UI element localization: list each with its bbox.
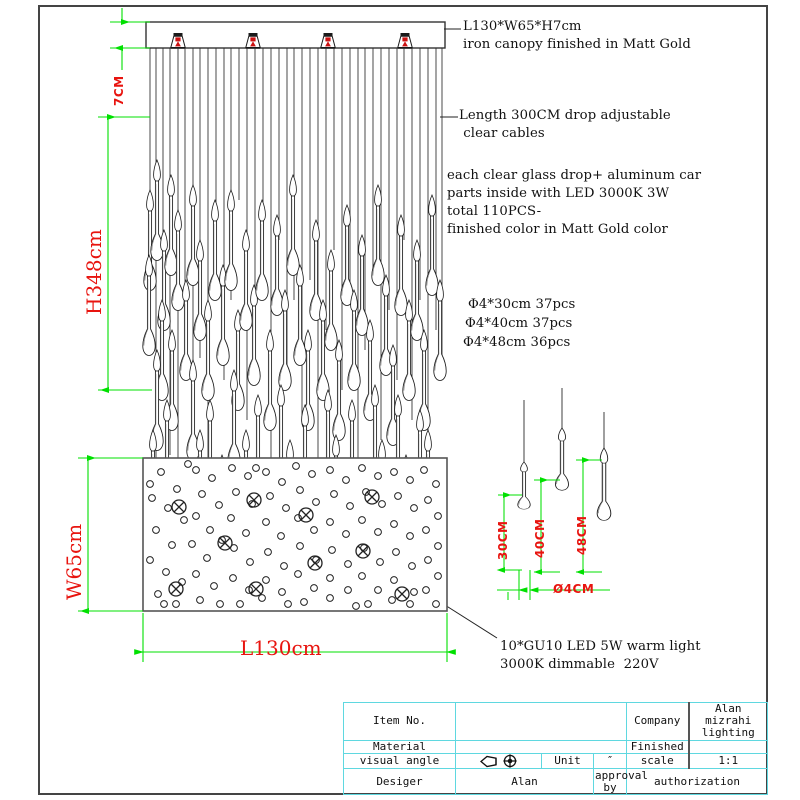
cell-unit-label: Unit bbox=[541, 753, 594, 770]
cell-material-value[interactable] bbox=[455, 739, 627, 755]
crosshair-circle-icon bbox=[503, 754, 517, 768]
note-drops-line3: total 110PCS- bbox=[447, 204, 542, 219]
note-gu10-line2: 3000K dimmable 220V bbox=[500, 657, 659, 672]
note-cables-line2: clear cables bbox=[459, 126, 545, 141]
cell-finished-value[interactable] bbox=[688, 739, 768, 755]
cell-approval-label: approval by bbox=[593, 768, 648, 795]
note-cables-line1: Length 300CM drop adjustable bbox=[459, 108, 671, 123]
note-drop-size-48: Φ4*48cm 36pcs bbox=[463, 335, 571, 350]
dim-label-drop-40: 40CM bbox=[533, 518, 547, 558]
cell-projection-symbol bbox=[455, 753, 542, 770]
dim-label-drop-30: 30CM bbox=[496, 520, 510, 560]
table-row: Material Finished bbox=[343, 739, 768, 755]
cell-visual-angle-label: visual angle bbox=[343, 753, 456, 770]
cell-item-no-value[interactable] bbox=[455, 702, 627, 741]
cell-company-label: Company bbox=[626, 702, 690, 741]
title-block-table: Item No. Company Alan mizrahi lighting M… bbox=[343, 702, 768, 795]
dim-label-plan-width: W65cm bbox=[62, 523, 86, 600]
note-canopy-line2: iron canopy finished in Matt Gold bbox=[463, 37, 691, 52]
cell-scale-value: 1:1 bbox=[688, 753, 768, 770]
cell-designer-value: Alan bbox=[455, 768, 594, 795]
cell-item-no-label: Item No. bbox=[343, 702, 456, 741]
table-row: visual angle bbox=[343, 753, 768, 770]
cell-scale-label: scale bbox=[626, 753, 690, 770]
dim-label-total-height: H348cm bbox=[82, 229, 106, 315]
cell-designer-label: Desiger bbox=[343, 768, 456, 795]
note-drops-line4: finished color in Matt Gold color bbox=[447, 222, 668, 237]
note-drop-size-30: Φ4*30cm 37pcs bbox=[468, 297, 576, 312]
dim-label-canopy-height: 7CM bbox=[112, 75, 126, 106]
cell-material-label: Material bbox=[343, 739, 456, 755]
note-canopy-line1: L130*W65*H7cm bbox=[463, 19, 582, 34]
cell-finished-label: Finished bbox=[626, 739, 690, 755]
cell-authorization-value: authorization bbox=[626, 768, 768, 795]
dim-label-drop-diameter: Ø4CM bbox=[553, 582, 595, 596]
first-angle-projection-icon bbox=[480, 754, 517, 768]
note-drop-size-40: Φ4*40cm 37pcs bbox=[465, 316, 573, 331]
dim-label-drop-48: 48CM bbox=[575, 515, 589, 555]
note-drops-line2: parts inside with LED 3000K 3W bbox=[447, 186, 670, 201]
title-block: Item No. Company Alan mizrahi lighting M… bbox=[343, 702, 768, 795]
table-row: Item No. Company Alan mizrahi lighting bbox=[343, 702, 768, 741]
cell-company-value: Alan mizrahi lighting bbox=[688, 702, 768, 741]
table-row: Desiger Alan approval by authorization bbox=[343, 768, 768, 795]
dim-label-plan-length: L130cm bbox=[240, 636, 322, 660]
note-gu10-line1: 10*GU10 LED 5W warm light bbox=[500, 639, 701, 654]
note-drops-line1: each clear glass drop+ aluminum car bbox=[447, 168, 702, 183]
cell-unit-value: ″ bbox=[593, 753, 627, 770]
cone-icon bbox=[480, 755, 497, 767]
